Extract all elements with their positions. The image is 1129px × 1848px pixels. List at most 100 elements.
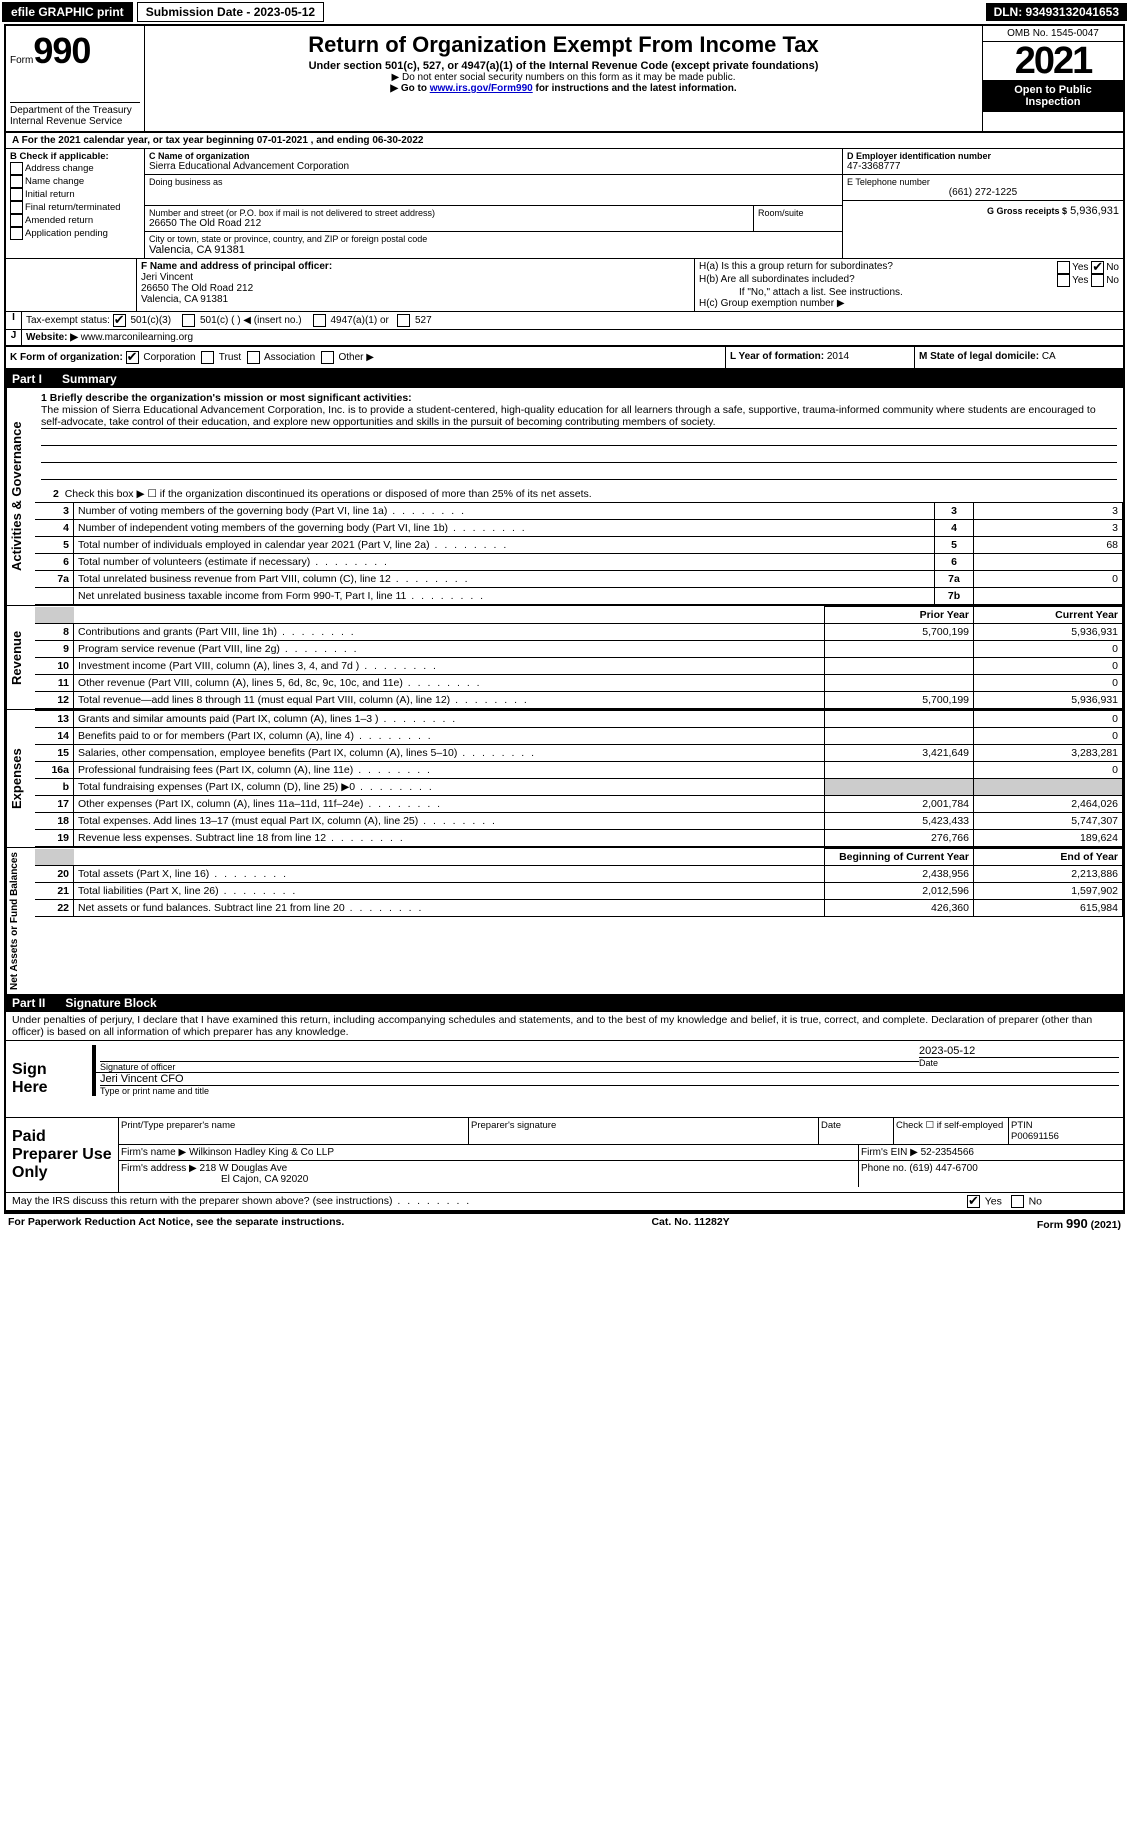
footer-mid: Cat. No. 11282Y bbox=[651, 1216, 729, 1231]
paid-prep-label: Paid Preparer Use Only bbox=[6, 1118, 119, 1192]
tab-expenses: Expenses bbox=[6, 710, 35, 847]
opt-name-change[interactable]: Name change bbox=[10, 175, 140, 188]
section-k: K Form of organization: Corporation Trus… bbox=[6, 347, 725, 368]
opt-amended[interactable]: Amended return bbox=[10, 214, 140, 227]
website-value: www.marconilearning.org bbox=[81, 332, 193, 343]
tax-year: 2021 bbox=[983, 42, 1123, 80]
table-row: 9 Program service revenue (Part VIII, li… bbox=[35, 641, 1123, 658]
prep-name-label: Print/Type preparer's name bbox=[119, 1118, 469, 1144]
org-name: Sierra Educational Advancement Corporati… bbox=[149, 161, 838, 172]
sign-here-block: Sign Here Signature of officer 2023-05-1… bbox=[6, 1041, 1123, 1118]
page-footer: For Paperwork Reduction Act Notice, see … bbox=[0, 1214, 1129, 1233]
revenue-section: Revenue Prior Year Current Year 8 Contri… bbox=[6, 605, 1123, 709]
sig-officer-label: Signature of officer bbox=[100, 1061, 919, 1072]
form-number: 990 bbox=[33, 30, 90, 71]
may-irs-row: May the IRS discuss this return with the… bbox=[6, 1193, 1123, 1212]
d-label: D Employer identification number bbox=[847, 151, 1119, 161]
hb-note: If "No," attach a list. See instructions… bbox=[699, 287, 1119, 298]
table-row: 17 Other expenses (Part IX, column (A), … bbox=[35, 796, 1123, 813]
cb-assoc[interactable] bbox=[247, 351, 260, 364]
part1-body: Activities & Governance 1 Briefly descri… bbox=[6, 388, 1123, 605]
cb-may-no[interactable] bbox=[1011, 1195, 1024, 1208]
cb-trust[interactable] bbox=[201, 351, 214, 364]
table-row: 19 Revenue less expenses. Subtract line … bbox=[35, 830, 1123, 847]
i-j-row: I Tax-exempt status: 501(c)(3) 501(c) ( … bbox=[6, 312, 1123, 330]
table-row: 11 Other revenue (Part VIII, column (A),… bbox=[35, 675, 1123, 692]
section-b: B Check if applicable: Address change Na… bbox=[6, 149, 145, 258]
k-l-m-row: K Form of organization: Corporation Trus… bbox=[6, 347, 1123, 370]
open-inspection: Open to Public Inspection bbox=[983, 80, 1123, 112]
f-label: F Name and address of principal officer: bbox=[141, 261, 690, 272]
table-row: 3 Number of voting members of the govern… bbox=[35, 503, 1123, 520]
cb-other[interactable] bbox=[321, 351, 334, 364]
opt-initial-return[interactable]: Initial return bbox=[10, 188, 140, 201]
cb-corp[interactable] bbox=[126, 351, 139, 364]
table-row: 18 Total expenses. Add lines 13–17 (must… bbox=[35, 813, 1123, 830]
j-row: J Website: ▶ www.marconilearning.org bbox=[6, 330, 1123, 347]
note-link: ▶ Go to www.irs.gov/Form990 for instruct… bbox=[149, 83, 978, 94]
g-label: G Gross receipts $ bbox=[987, 206, 1067, 216]
tab-revenue: Revenue bbox=[6, 606, 35, 709]
room-label: Room/suite bbox=[758, 208, 838, 218]
cb-527[interactable] bbox=[397, 314, 410, 327]
section-c: C Name of organization Sierra Educationa… bbox=[145, 149, 842, 258]
table-row: 20 Total assets (Part X, line 16) 2,438,… bbox=[35, 866, 1123, 883]
opt-final-return[interactable]: Final return/terminated bbox=[10, 201, 140, 214]
prep-sig-label: Preparer's signature bbox=[469, 1118, 819, 1144]
part2-title: Signature Block bbox=[65, 996, 156, 1010]
form-word: Form bbox=[10, 55, 33, 66]
col-current: Current Year bbox=[974, 607, 1123, 624]
expenses-section: Expenses 13 Grants and similar amounts p… bbox=[6, 709, 1123, 847]
cb-may-yes[interactable] bbox=[967, 1195, 980, 1208]
note-ssn: ▶ Do not enter social security numbers o… bbox=[149, 72, 978, 83]
sig-date-label: Date bbox=[919, 1057, 1119, 1068]
gross-receipts: 5,936,931 bbox=[1070, 205, 1119, 217]
cb-501c3[interactable] bbox=[113, 314, 126, 327]
part1-title: Summary bbox=[62, 372, 117, 386]
city-label: City or town, state or province, country… bbox=[149, 234, 838, 244]
cb-501c[interactable] bbox=[182, 314, 195, 327]
section-i: Tax-exempt status: 501(c)(3) 501(c) ( ) … bbox=[22, 312, 1123, 329]
officer-h-row: F Name and address of principal officer:… bbox=[6, 259, 1123, 312]
table-row: 10 Investment income (Part VIII, column … bbox=[35, 658, 1123, 675]
form-subtitle: Under section 501(c), 527, or 4947(a)(1)… bbox=[149, 60, 978, 72]
irs-link[interactable]: www.irs.gov/Form990 bbox=[430, 83, 533, 94]
check-if-label: Check ☐ if self-employed bbox=[894, 1118, 1009, 1144]
firm-addr-label: Firm's address ▶ bbox=[121, 1163, 197, 1174]
table-row: Net unrelated business taxable income fr… bbox=[35, 588, 1123, 605]
col-begin: Beginning of Current Year bbox=[825, 849, 974, 866]
header-left: Form990 Department of the Treasury Inter… bbox=[6, 26, 145, 131]
cb-4947[interactable] bbox=[313, 314, 326, 327]
dln-label: DLN: 93493132041653 bbox=[986, 3, 1127, 21]
dept-label: Department of the Treasury bbox=[10, 105, 140, 116]
info-right: D Employer identification number 47-3368… bbox=[842, 149, 1123, 258]
section-f: F Name and address of principal officer:… bbox=[137, 259, 695, 311]
firm-addr2: El Cajon, CA 92020 bbox=[121, 1174, 856, 1185]
officer-name: Jeri Vincent bbox=[141, 272, 690, 283]
paid-prep-block: Paid Preparer Use Only Print/Type prepar… bbox=[6, 1118, 1123, 1193]
table-row: 5 Total number of individuals employed i… bbox=[35, 537, 1123, 554]
efile-button[interactable]: efile GRAPHIC print bbox=[2, 2, 133, 22]
officer-addr2: Valencia, CA 91381 bbox=[141, 294, 690, 305]
irs-label: Internal Revenue Service bbox=[10, 116, 140, 127]
tab-activities: Activities & Governance bbox=[6, 388, 35, 605]
opt-address-change[interactable]: Address change bbox=[10, 162, 140, 175]
table-row: 6 Total number of volunteers (estimate i… bbox=[35, 554, 1123, 571]
table-row: b Total fundraising expenses (Part IX, c… bbox=[35, 779, 1123, 796]
part2-label: Part II bbox=[12, 996, 45, 1010]
ptin-value: P00691156 bbox=[1011, 1131, 1121, 1142]
dba-label: Doing business as bbox=[149, 177, 838, 187]
firm-name: Wilkinson Hadley King & Co LLP bbox=[189, 1147, 334, 1158]
addr-label: Number and street (or P.O. box if mail i… bbox=[149, 208, 749, 218]
phone-value: (661) 272-1225 bbox=[847, 187, 1119, 198]
e-label: E Telephone number bbox=[847, 177, 1119, 187]
form-header: Form990 Department of the Treasury Inter… bbox=[6, 26, 1123, 133]
org-city: Valencia, CA 91381 bbox=[149, 244, 838, 256]
opt-app-pending[interactable]: Application pending bbox=[10, 227, 140, 240]
section-a: A For the 2021 calendar year, or tax yea… bbox=[6, 133, 1123, 149]
submission-date-button[interactable]: Submission Date - 2023-05-12 bbox=[137, 2, 324, 22]
firm-name-label: Firm's name ▶ bbox=[121, 1147, 186, 1158]
officer-typed-name: Jeri Vincent CFO bbox=[100, 1073, 1119, 1085]
org-address: 26650 The Old Road 212 bbox=[149, 218, 749, 229]
prep-date-label: Date bbox=[819, 1118, 894, 1144]
